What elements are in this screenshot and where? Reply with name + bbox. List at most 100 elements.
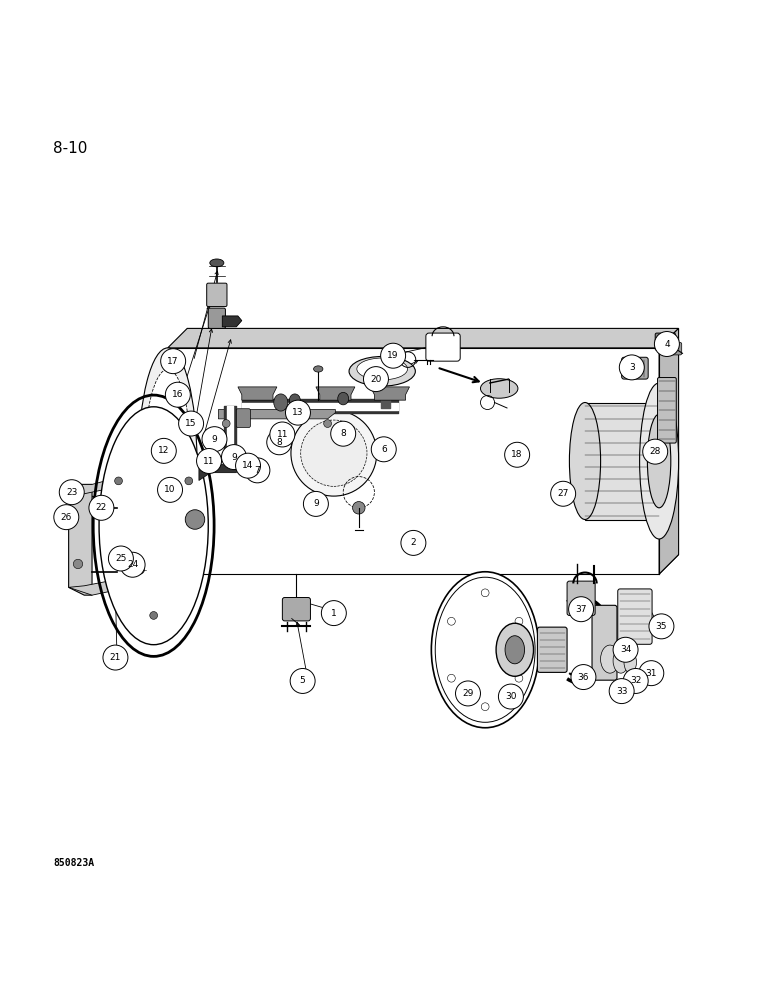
Circle shape [401, 530, 426, 555]
FancyBboxPatch shape [666, 342, 682, 355]
Circle shape [59, 480, 84, 505]
Polygon shape [585, 402, 659, 520]
Text: 5: 5 [300, 676, 306, 685]
Circle shape [331, 421, 356, 446]
Text: 12: 12 [158, 446, 169, 455]
Circle shape [515, 617, 523, 625]
Text: 8: 8 [276, 438, 282, 447]
Ellipse shape [210, 259, 224, 267]
FancyBboxPatch shape [618, 589, 652, 644]
Ellipse shape [624, 651, 636, 673]
Circle shape [161, 349, 186, 374]
Circle shape [481, 589, 489, 597]
Circle shape [456, 681, 480, 706]
FancyBboxPatch shape [282, 597, 310, 621]
Text: 15: 15 [186, 419, 197, 428]
Circle shape [649, 614, 674, 639]
Text: 24: 24 [127, 560, 138, 569]
Circle shape [643, 439, 668, 464]
Ellipse shape [349, 356, 415, 386]
Text: 28: 28 [650, 447, 661, 456]
Circle shape [267, 430, 292, 455]
Circle shape [270, 422, 295, 447]
Text: 9: 9 [231, 453, 237, 462]
Circle shape [285, 400, 310, 425]
Circle shape [363, 367, 388, 392]
Ellipse shape [104, 417, 204, 635]
Circle shape [236, 453, 261, 478]
Circle shape [179, 411, 204, 436]
Text: 11: 11 [204, 456, 215, 466]
Text: 13: 13 [292, 408, 303, 417]
Circle shape [448, 617, 456, 625]
Circle shape [448, 674, 456, 682]
Ellipse shape [99, 407, 208, 645]
Circle shape [222, 420, 230, 427]
Circle shape [151, 438, 176, 463]
Polygon shape [238, 387, 277, 400]
Ellipse shape [139, 348, 197, 574]
Polygon shape [222, 316, 242, 327]
Polygon shape [168, 328, 679, 348]
Circle shape [639, 661, 664, 686]
Text: 850823A: 850823A [53, 858, 94, 868]
FancyBboxPatch shape [537, 627, 567, 672]
Ellipse shape [569, 402, 601, 520]
Circle shape [498, 684, 523, 709]
Circle shape [185, 477, 193, 485]
FancyBboxPatch shape [236, 409, 250, 427]
Circle shape [89, 495, 114, 520]
Circle shape [324, 420, 332, 427]
Text: 33: 33 [616, 687, 627, 696]
Text: 19: 19 [388, 351, 399, 360]
Text: 35: 35 [656, 622, 667, 631]
Text: 8: 8 [340, 429, 346, 438]
Text: 6: 6 [381, 445, 387, 454]
Polygon shape [316, 387, 355, 400]
Text: 7: 7 [254, 466, 261, 475]
Ellipse shape [144, 369, 191, 553]
Text: 16: 16 [172, 390, 183, 399]
Circle shape [619, 355, 644, 380]
Text: 30: 30 [505, 692, 516, 701]
Circle shape [613, 637, 638, 662]
Circle shape [54, 505, 79, 530]
Text: 20: 20 [370, 375, 381, 384]
Ellipse shape [353, 502, 365, 514]
FancyBboxPatch shape [658, 378, 676, 443]
Circle shape [290, 668, 315, 693]
Text: 32: 32 [630, 676, 641, 685]
Text: 4: 4 [664, 340, 670, 349]
Text: 25: 25 [115, 554, 126, 563]
Text: 36: 36 [578, 673, 589, 682]
Circle shape [321, 601, 346, 626]
Text: 9: 9 [211, 435, 218, 444]
Ellipse shape [129, 566, 144, 575]
FancyBboxPatch shape [207, 283, 227, 307]
Text: 18: 18 [512, 450, 523, 459]
Polygon shape [168, 555, 679, 574]
Polygon shape [69, 484, 92, 595]
Circle shape [150, 612, 158, 619]
Circle shape [165, 382, 190, 407]
Text: 9: 9 [313, 499, 319, 508]
Circle shape [551, 481, 576, 506]
Ellipse shape [647, 414, 671, 508]
Circle shape [381, 343, 406, 368]
Circle shape [202, 427, 227, 452]
Circle shape [654, 332, 679, 356]
FancyBboxPatch shape [567, 581, 595, 615]
Circle shape [103, 645, 128, 670]
Text: 21: 21 [110, 653, 121, 662]
Circle shape [303, 491, 328, 516]
Circle shape [515, 674, 523, 682]
Text: 14: 14 [243, 461, 254, 470]
FancyBboxPatch shape [426, 333, 460, 361]
Ellipse shape [356, 358, 407, 380]
Polygon shape [370, 387, 410, 400]
Polygon shape [69, 473, 136, 494]
Ellipse shape [291, 410, 377, 496]
Text: 27: 27 [558, 489, 569, 498]
FancyBboxPatch shape [655, 333, 675, 350]
Ellipse shape [289, 394, 300, 406]
